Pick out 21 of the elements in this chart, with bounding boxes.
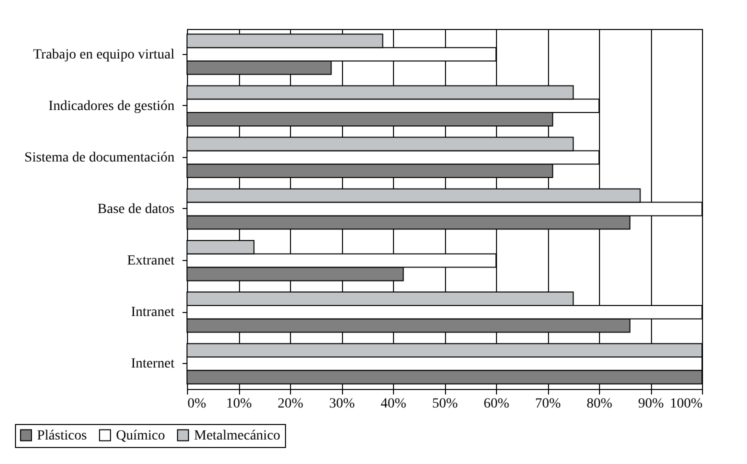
x-tick-label: 70%: [535, 396, 562, 412]
x-tick-label: 30%: [329, 396, 356, 412]
x-tick-label: 10%: [226, 396, 252, 412]
y-tick-label: Extranet: [127, 254, 175, 269]
x-tick-label: 60%: [484, 396, 510, 412]
legend-label: Químico: [116, 428, 165, 444]
x-tick-label: 50%: [432, 396, 458, 412]
x-tick-label: 90%: [638, 396, 664, 412]
x-tick-label: 20%: [278, 396, 304, 412]
x-tick-label: 40%: [380, 396, 407, 412]
legend-label: Plásticos: [37, 428, 87, 444]
y-tick-label: Indicadores de gestión: [48, 98, 174, 114]
y-tick-label: Trabajo en equipo virtual: [33, 47, 175, 62]
y-tick-label: Intranet: [130, 305, 175, 320]
x-tick-label: 0%: [188, 396, 206, 412]
y-tick-label: Internet: [130, 356, 175, 372]
y-tick-label: Base de datos: [98, 202, 174, 217]
y-tick-label: Sistema de documentación: [24, 150, 174, 166]
x-tick-label: 100%: [670, 396, 703, 412]
x-tick-label: 80%: [586, 396, 613, 412]
legend-label: Metalmecánico: [194, 428, 280, 444]
